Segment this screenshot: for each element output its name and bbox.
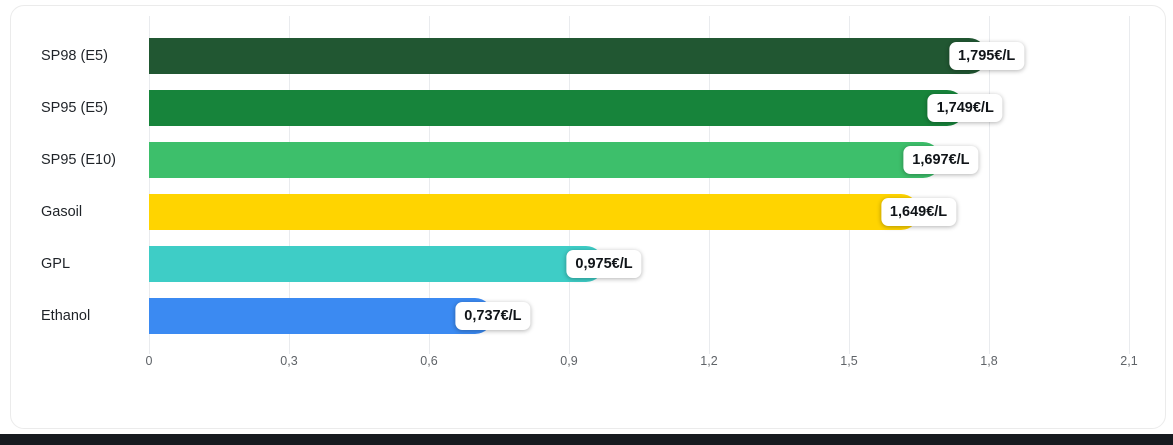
value-badge: 1,697€/L	[903, 146, 979, 174]
value-badge: 0,975€/L	[566, 250, 642, 278]
value-badge: 0,737€/L	[455, 302, 531, 330]
bar-sp95-e5: 1,749€/L	[149, 90, 1003, 126]
bar-row: 1,649€/L	[149, 186, 1129, 238]
x-axis: 0 0,3 0,6 0,9 1,2 1,5 1,8 2,1	[145, 342, 1138, 376]
x-tick-label: 1,2	[700, 354, 718, 368]
category-label: GPL	[41, 256, 71, 272]
x-tick-label: 0,6	[420, 354, 438, 368]
bars-container: 1,795€/L 1,749€/L 1,697€/L 1,649€/L 0,975€/L…	[149, 30, 1129, 342]
bar-gasoil: 1,649€/L	[149, 194, 957, 230]
x-tick-label: 0,3	[280, 354, 298, 368]
category-labels-column: SP98 (E5) SP95 (E5) SP95 (E10) Gasoil GPL Eth…	[41, 30, 149, 342]
fuel-price-bar-chart: SP98 (E5) SP95 (E5) SP95 (E10) Gasoil GPL Eth…	[41, 16, 1130, 354]
bar-row: 1,697€/L	[149, 134, 1129, 186]
grid-line	[1129, 16, 1130, 354]
bar-row: 1,749€/L	[149, 82, 1129, 134]
value-badge: 1,795€/L	[949, 42, 1025, 70]
x-tick-label: 2,1	[1120, 354, 1138, 368]
bar-row: 0,737€/L	[149, 290, 1129, 342]
fuel-price-chart-card: SP98 (E5) SP95 (E5) SP95 (E10) Gasoil GPL Eth…	[10, 5, 1166, 429]
bar-ethanol: 0,737€/L	[149, 298, 531, 334]
x-tick-label: 0,9	[560, 354, 578, 368]
category-label: SP95 (E10)	[41, 152, 116, 168]
bar-row: 0,975€/L	[149, 238, 1129, 290]
bar-row: 1,795€/L	[149, 30, 1129, 82]
plot-area: 1,795€/L 1,749€/L 1,697€/L 1,649€/L 0,975€/L…	[149, 16, 1130, 354]
value-badge: 1,649€/L	[880, 198, 957, 226]
bar-sp98-e5: 1,795€/L	[149, 38, 1025, 74]
value-badge: 1,749€/L	[927, 94, 1003, 122]
bar-gpl: 0,975€/L	[149, 246, 642, 282]
x-tick-label: 1,8	[980, 354, 998, 368]
x-tick-label: 0	[145, 354, 153, 368]
category-label: Ethanol	[41, 308, 91, 324]
category-label: SP98 (E5)	[41, 48, 108, 64]
footer-strip	[0, 434, 1173, 445]
bar-sp95-e10: 1,697€/L	[149, 142, 979, 178]
x-tick-label: 1,5	[840, 354, 858, 368]
category-label: Gasoil	[41, 204, 83, 220]
category-label: SP95 (E5)	[41, 100, 108, 116]
